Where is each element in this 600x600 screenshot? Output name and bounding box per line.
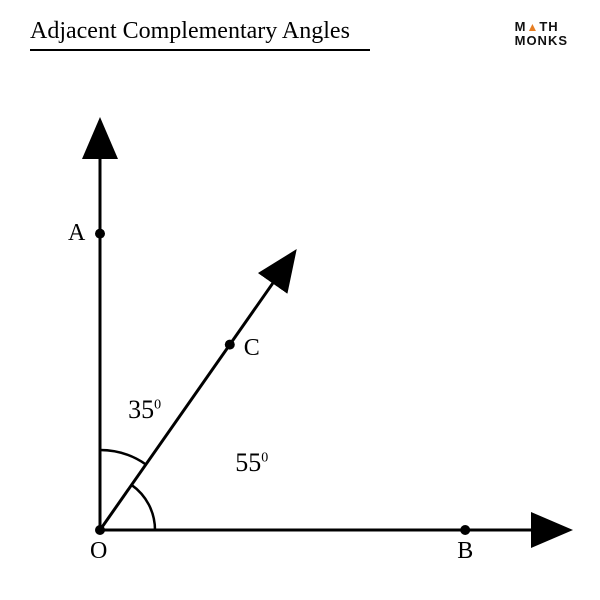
rays-group bbox=[100, 150, 540, 530]
angle-label-35: 350 bbox=[128, 395, 161, 425]
point-label-A: A bbox=[68, 220, 85, 247]
point-label-O: O bbox=[90, 538, 107, 565]
point-C bbox=[225, 340, 235, 350]
brand-line1: M▲TH bbox=[515, 20, 568, 34]
point-A bbox=[95, 229, 105, 239]
angle-arc-1 bbox=[132, 485, 155, 530]
points-group bbox=[95, 229, 470, 535]
triangle-icon: ▲ bbox=[526, 20, 539, 34]
brand-line2: MONKS bbox=[515, 34, 568, 48]
point-B bbox=[460, 525, 470, 535]
brand-logo: M▲TH MONKS bbox=[515, 20, 568, 49]
ray-OC bbox=[100, 276, 278, 530]
angle-label-55: 550 bbox=[235, 448, 268, 478]
angle-arc-0 bbox=[100, 450, 146, 464]
point-label-C: C bbox=[244, 335, 260, 362]
title-area: Adjacent Complementary Angles bbox=[30, 18, 570, 51]
point-label-B: B bbox=[457, 538, 473, 565]
geometry-diagram bbox=[0, 60, 600, 600]
page-title: Adjacent Complementary Angles bbox=[30, 18, 370, 51]
point-O bbox=[95, 525, 105, 535]
